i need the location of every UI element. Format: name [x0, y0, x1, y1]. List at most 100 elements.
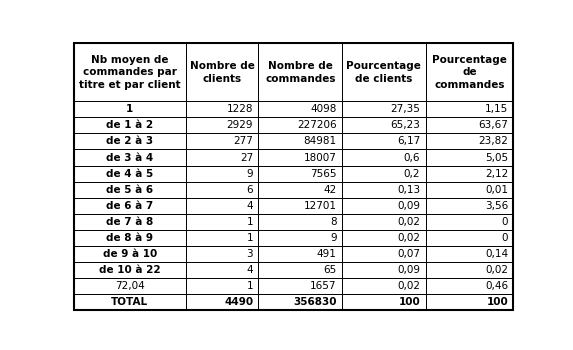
Bar — [186, 198, 258, 214]
Bar — [74, 133, 186, 149]
Bar — [426, 230, 513, 246]
Bar — [186, 262, 258, 278]
Text: 227206: 227206 — [297, 120, 337, 131]
Bar — [342, 230, 426, 246]
Bar — [342, 278, 426, 294]
Bar — [426, 43, 513, 101]
Bar — [74, 230, 186, 246]
Text: Nb moyen de
commandes par
titre et par client: Nb moyen de commandes par titre et par c… — [79, 55, 180, 90]
Bar — [186, 101, 258, 117]
Text: 7565: 7565 — [310, 169, 337, 178]
Bar — [74, 246, 186, 262]
Text: 4490: 4490 — [224, 297, 253, 307]
Bar — [74, 101, 186, 117]
Bar — [186, 149, 258, 166]
Bar — [426, 278, 513, 294]
Text: 100: 100 — [398, 297, 420, 307]
Bar — [342, 182, 426, 198]
Bar — [258, 262, 342, 278]
Bar — [74, 117, 186, 133]
Text: de 9 à 10: de 9 à 10 — [103, 249, 157, 259]
Text: 4: 4 — [246, 201, 253, 211]
Text: 1: 1 — [246, 217, 253, 227]
Text: 2,12: 2,12 — [485, 169, 508, 178]
Text: de 8 à 9: de 8 à 9 — [107, 233, 154, 243]
Bar — [426, 262, 513, 278]
Bar — [342, 166, 426, 182]
Bar — [426, 117, 513, 133]
Text: 23,82: 23,82 — [478, 136, 508, 146]
Bar — [74, 166, 186, 182]
Bar — [342, 294, 426, 310]
Text: 27: 27 — [240, 153, 253, 162]
Text: Nombre de
clients: Nombre de clients — [190, 61, 254, 84]
Bar — [342, 262, 426, 278]
Text: de 10 à 22: de 10 à 22 — [99, 265, 160, 275]
Text: 12701: 12701 — [304, 201, 337, 211]
Bar — [342, 133, 426, 149]
Bar — [186, 166, 258, 182]
Text: 0,09: 0,09 — [397, 265, 420, 275]
Text: TOTAL: TOTAL — [111, 297, 148, 307]
Bar — [186, 294, 258, 310]
Text: 4: 4 — [246, 265, 253, 275]
Bar — [186, 246, 258, 262]
Bar — [74, 43, 186, 101]
Text: de 2 à 3: de 2 à 3 — [107, 136, 154, 146]
Text: 0,07: 0,07 — [397, 249, 420, 259]
Bar — [426, 294, 513, 310]
Bar — [74, 198, 186, 214]
Bar — [426, 214, 513, 230]
Bar — [258, 198, 342, 214]
Bar — [258, 246, 342, 262]
Text: 65,23: 65,23 — [390, 120, 420, 131]
Text: de 3 à 4: de 3 à 4 — [106, 153, 154, 162]
Bar — [258, 149, 342, 166]
Bar — [258, 278, 342, 294]
Bar — [74, 149, 186, 166]
Bar — [258, 117, 342, 133]
Text: 1: 1 — [246, 281, 253, 291]
Bar — [186, 214, 258, 230]
Text: 0,02: 0,02 — [397, 281, 420, 291]
Bar — [258, 294, 342, 310]
Bar — [342, 149, 426, 166]
Text: Pourcentage
de
commandes: Pourcentage de commandes — [432, 55, 507, 90]
Text: 9: 9 — [330, 233, 337, 243]
Text: 6: 6 — [246, 185, 253, 195]
Bar — [426, 166, 513, 182]
Text: 491: 491 — [317, 249, 337, 259]
Bar — [342, 214, 426, 230]
Bar — [258, 43, 342, 101]
Text: 0,2: 0,2 — [404, 169, 420, 178]
Text: de 7 à 8: de 7 à 8 — [106, 217, 154, 227]
Bar — [342, 246, 426, 262]
Text: 277: 277 — [233, 136, 253, 146]
Text: 42: 42 — [323, 185, 337, 195]
Text: 1657: 1657 — [310, 281, 337, 291]
Bar — [186, 133, 258, 149]
Bar — [342, 101, 426, 117]
Text: Nombre de
commandes: Nombre de commandes — [265, 61, 336, 84]
Text: 0,14: 0,14 — [485, 249, 508, 259]
Text: 0,46: 0,46 — [485, 281, 508, 291]
Bar — [258, 182, 342, 198]
Text: 0,02: 0,02 — [397, 233, 420, 243]
Text: 63,67: 63,67 — [478, 120, 508, 131]
Bar — [426, 182, 513, 198]
Bar — [342, 117, 426, 133]
Bar — [342, 43, 426, 101]
Text: 84981: 84981 — [304, 136, 337, 146]
Bar — [186, 278, 258, 294]
Text: 0: 0 — [501, 217, 508, 227]
Text: 27,35: 27,35 — [390, 104, 420, 114]
Text: 3,56: 3,56 — [485, 201, 508, 211]
Text: 0,02: 0,02 — [397, 217, 420, 227]
Bar — [426, 149, 513, 166]
Text: de 5 à 6: de 5 à 6 — [107, 185, 154, 195]
Text: 9: 9 — [246, 169, 253, 178]
Bar — [426, 246, 513, 262]
Text: 1: 1 — [126, 104, 134, 114]
Bar — [186, 230, 258, 246]
Bar — [74, 214, 186, 230]
